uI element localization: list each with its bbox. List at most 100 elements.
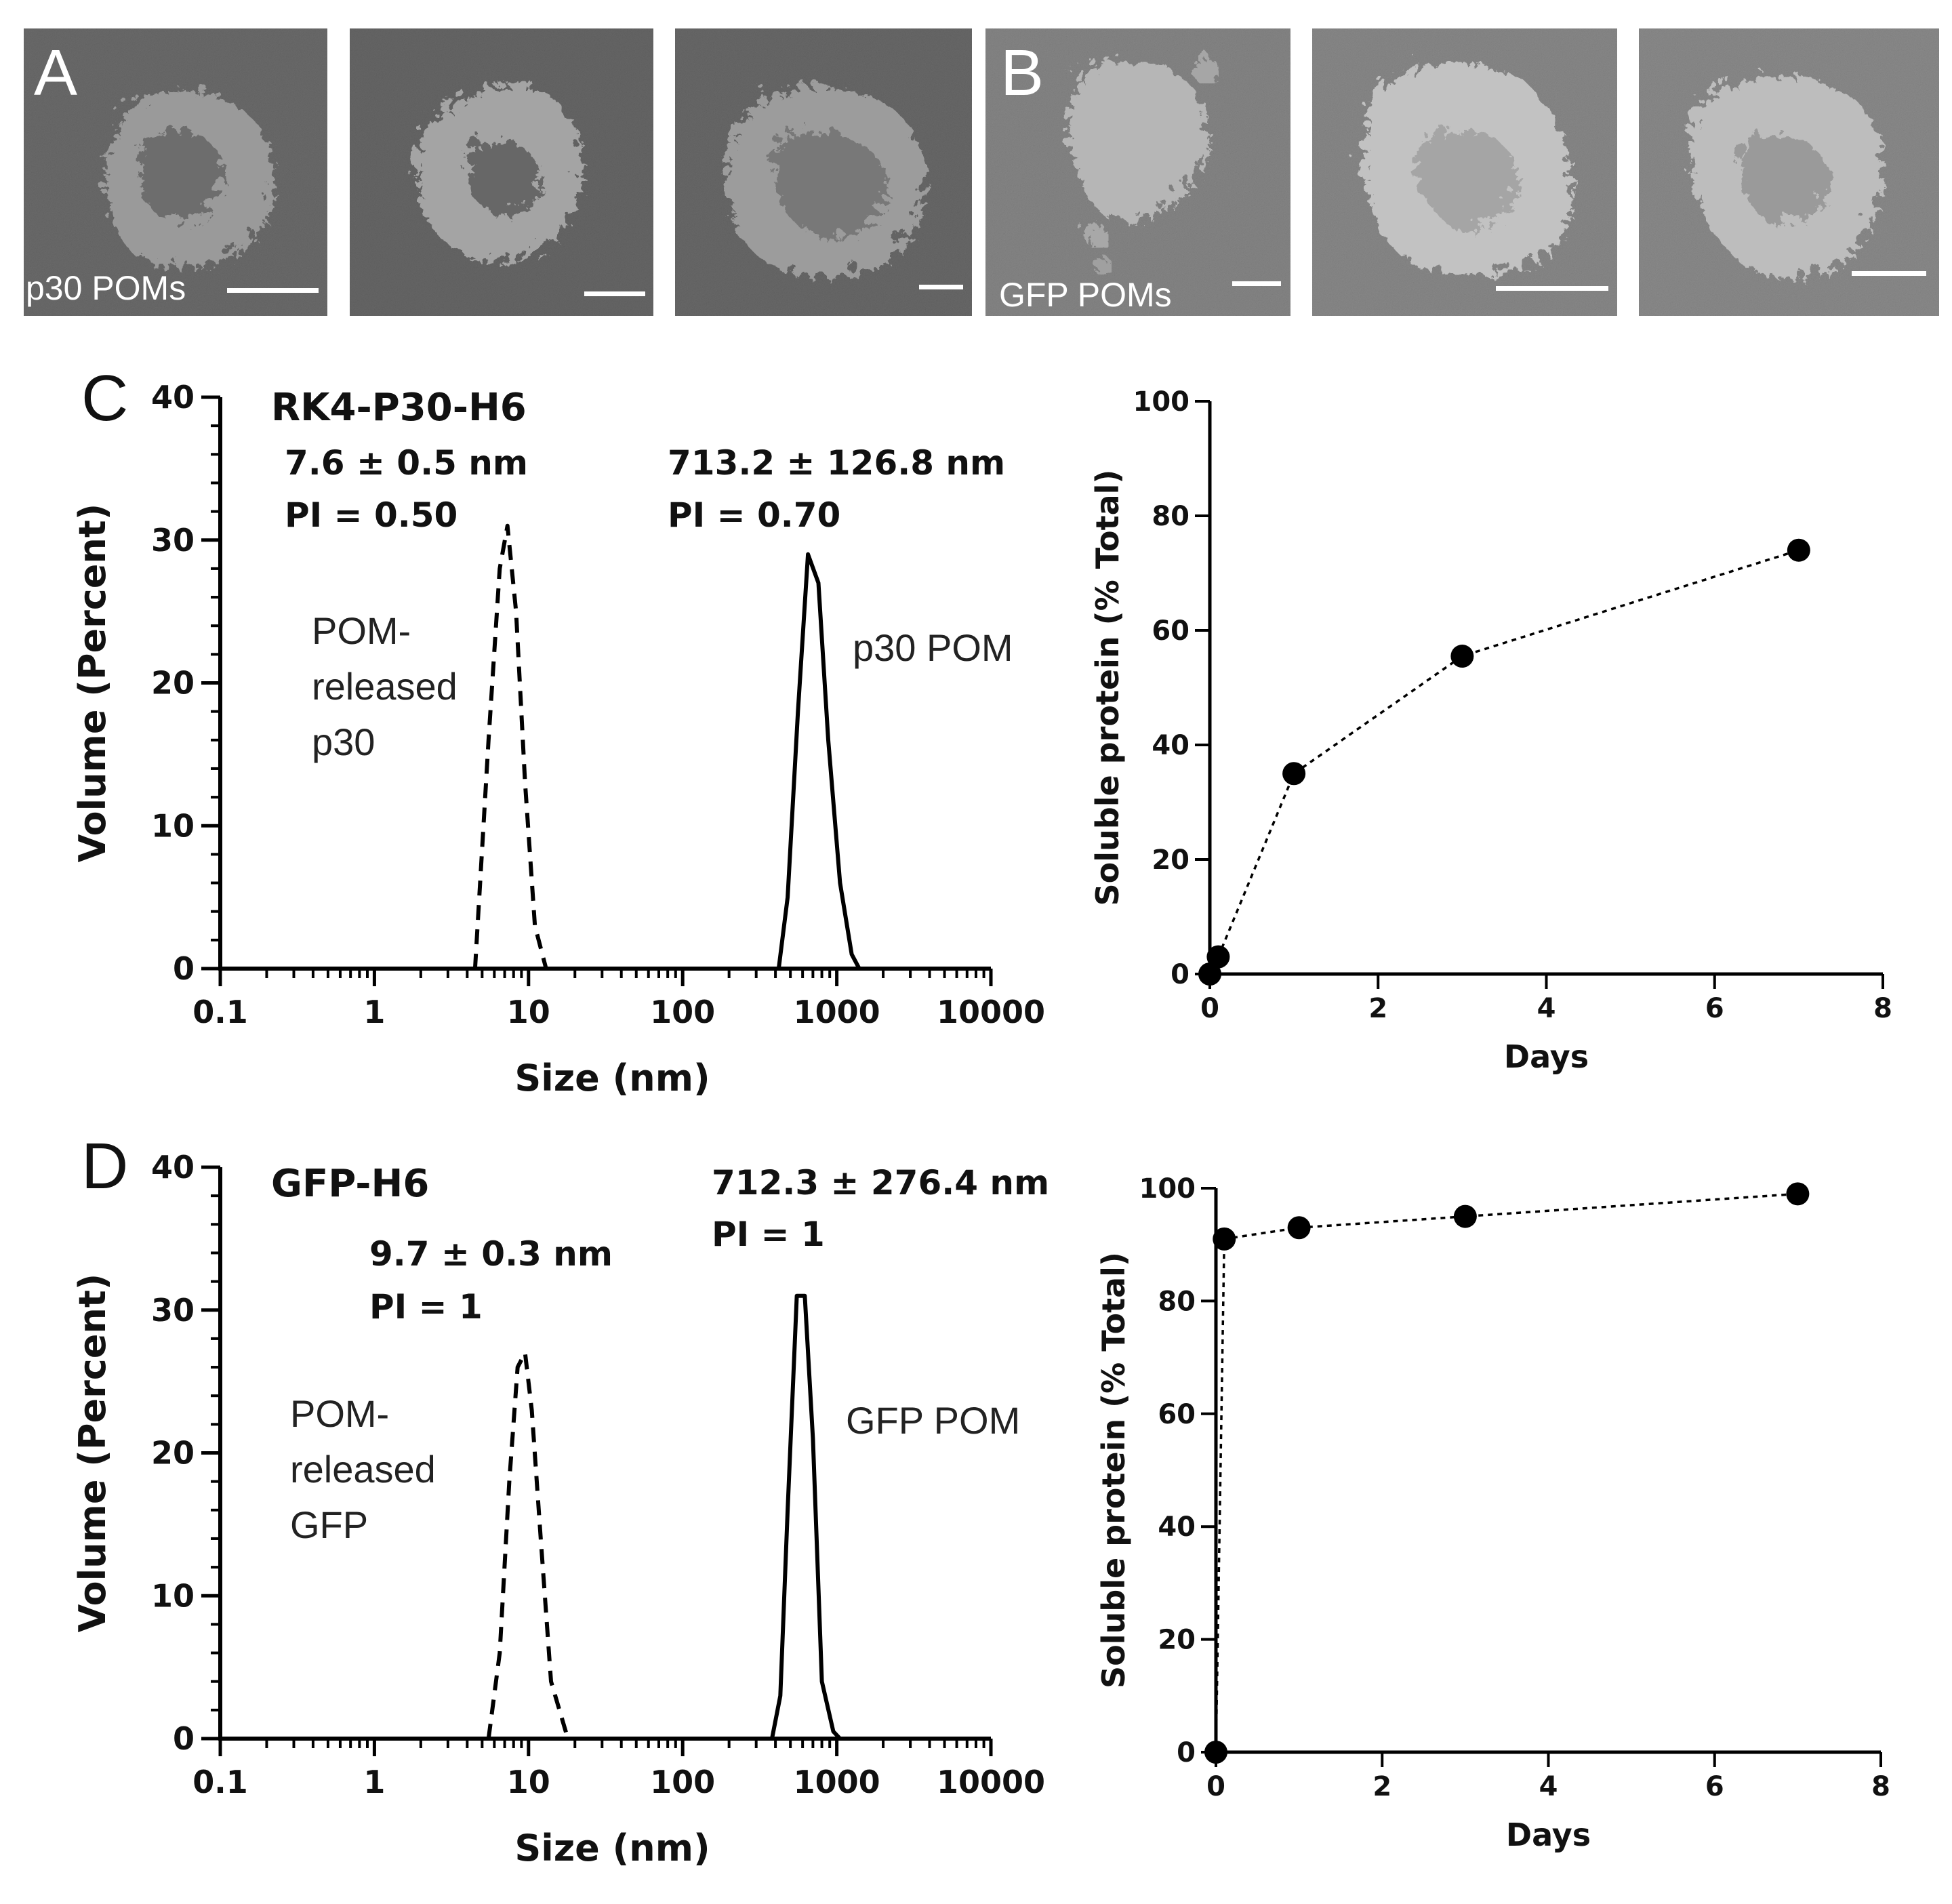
y-tick-label: 20 — [1158, 1625, 1196, 1656]
y-tick-label: 0 — [1177, 1737, 1196, 1768]
y-tick-label: 30 — [151, 522, 195, 559]
panel-label-b: B — [1000, 37, 1044, 109]
x-tick-label: 8 — [1871, 1771, 1890, 1802]
y-tick-label: 0 — [1171, 959, 1190, 990]
peak-size-annotation: 713.2 ± 126.8 nm — [668, 443, 1005, 483]
sem-image-a1 — [24, 28, 327, 316]
y-tick-label: 100 — [1139, 1173, 1196, 1204]
release-point — [1450, 645, 1474, 668]
series-line-pom — [770, 1293, 842, 1741]
peak-size-annotation: 7.6 ± 0.5 nm — [285, 443, 528, 483]
chart-d-dls: 0 10 20 30 40 0.1 1 10 100 1000 10000 Size (nm) Volu… — [71, 1149, 1049, 1869]
x-tick-label: 0 — [1206, 1771, 1225, 1802]
sem-micrograph-strip: A p30 POMs B GFP POMs — [24, 28, 1939, 316]
release-line — [1215, 1192, 1798, 1753]
series-label: released — [312, 665, 458, 708]
release-point — [1198, 963, 1221, 986]
y-tick-label: 40 — [1152, 730, 1190, 761]
peak-pi-annotation: PI = 0.50 — [285, 495, 458, 535]
release-point — [1204, 1741, 1227, 1764]
y-tick-label: 60 — [1152, 615, 1190, 647]
x-tick-label: 8 — [1873, 993, 1892, 1024]
x-tick-label: 100 — [650, 1764, 715, 1800]
y-tick-label: 10 — [151, 1577, 195, 1614]
release-line — [1208, 549, 1800, 975]
series-label: released — [290, 1448, 436, 1491]
series-line-released — [486, 1351, 570, 1739]
release-point — [1787, 538, 1810, 562]
release-point — [1786, 1182, 1810, 1206]
x-axis-title: Days — [1504, 1038, 1589, 1075]
y-tick-label: 20 — [151, 665, 195, 702]
y-tick-label: 80 — [1152, 501, 1190, 532]
x-tick-label: 2 — [1372, 1771, 1391, 1802]
x-tick-label: 6 — [1705, 1771, 1724, 1802]
y-axis-title: Soluble protein (% Total) — [1089, 470, 1126, 906]
panel-label-a: A — [34, 37, 77, 109]
series-label: POM- — [312, 609, 411, 652]
x-tick-label: 6 — [1705, 993, 1724, 1024]
release-point — [1282, 762, 1306, 786]
x-tick-label: 100 — [650, 994, 715, 1030]
peak-size-annotation: 712.3 ± 276.4 nm — [712, 1163, 1049, 1202]
chart-title: RK4-P30-H6 — [271, 386, 527, 430]
x-tick-label: 1000 — [794, 1764, 880, 1800]
sem-caption-b: GFP POMs — [999, 276, 1172, 314]
y-axis-title: Soluble protein (% Total) — [1095, 1252, 1132, 1688]
panel-label-d: D — [81, 1130, 128, 1202]
x-tick-label: 1 — [363, 1764, 385, 1800]
series-label: p30 — [312, 721, 375, 763]
x-tick-label: 0.1 — [192, 1764, 248, 1800]
y-tick-label: 40 — [151, 1149, 195, 1186]
y-tick-label: 0 — [173, 1720, 195, 1757]
y-tick-label: 30 — [151, 1292, 195, 1329]
x-tick-label: 4 — [1537, 993, 1556, 1024]
peak-pi-annotation: PI = 1 — [712, 1215, 825, 1254]
sem-image-b3 — [1639, 28, 1939, 316]
sem-image-b2 — [1312, 28, 1617, 316]
x-tick-label: 10 — [507, 994, 550, 1030]
y-tick-label: 80 — [1158, 1286, 1196, 1317]
x-tick-label: 0 — [1200, 993, 1219, 1024]
x-tick-label: 1000 — [794, 994, 880, 1030]
release-point — [1453, 1204, 1477, 1228]
y-tick-label: 20 — [1152, 845, 1190, 876]
y-tick-label: 40 — [151, 379, 195, 416]
x-axis-title: Days — [1506, 1817, 1591, 1853]
y-tick-label: 60 — [1158, 1399, 1196, 1430]
series-line-released — [472, 523, 548, 969]
series-line-pom — [776, 552, 861, 970]
chart-c-dls: 0 10 20 30 40 0.1 1 10 100 1000 10000 Size (nm) Volu… — [71, 379, 1045, 1099]
x-tick-label: 2 — [1368, 993, 1387, 1024]
x-tick-label: 1 — [363, 994, 385, 1030]
y-tick-label: 10 — [151, 807, 195, 844]
sem-image-a3 — [675, 28, 972, 316]
panel-label-c: C — [81, 362, 128, 434]
peak-pi-annotation: PI = 1 — [369, 1287, 483, 1326]
y-tick-label: 20 — [151, 1435, 195, 1472]
chart-d-release: 0 20 40 60 80 100 0 2 4 6 8 Days Soluble protein (% … — [1095, 1173, 1890, 1853]
sem-caption-a: p30 POMs — [26, 269, 186, 307]
x-axis-title: Size (nm) — [514, 1057, 710, 1099]
sem-image-b1 — [985, 28, 1290, 316]
series-label: GFP POM — [846, 1399, 1020, 1442]
release-point — [1213, 1227, 1236, 1251]
x-axis-title: Size (nm) — [514, 1827, 710, 1869]
y-axis-title: Volume (Percent) — [71, 1274, 114, 1633]
release-point — [1287, 1216, 1311, 1240]
y-axis-title: Volume (Percent) — [71, 504, 114, 863]
y-tick-label: 0 — [173, 950, 195, 987]
chart-c-release: 0 20 40 60 80 100 0 2 4 6 8 Days Soluble protein (% … — [1089, 386, 1892, 1075]
release-point — [1206, 945, 1230, 969]
y-tick-label: 100 — [1133, 386, 1190, 418]
x-tick-label: 10 — [507, 1764, 550, 1800]
chart-title: GFP-H6 — [271, 1162, 429, 1206]
peak-pi-annotation: PI = 0.70 — [668, 495, 840, 535]
peak-size-annotation: 9.7 ± 0.3 nm — [369, 1234, 613, 1274]
x-tick-label: 10000 — [937, 994, 1045, 1030]
y-tick-label: 40 — [1158, 1512, 1196, 1543]
series-label: POM- — [290, 1392, 389, 1435]
series-label: p30 POM — [853, 626, 1013, 669]
x-tick-label: 4 — [1539, 1771, 1558, 1802]
